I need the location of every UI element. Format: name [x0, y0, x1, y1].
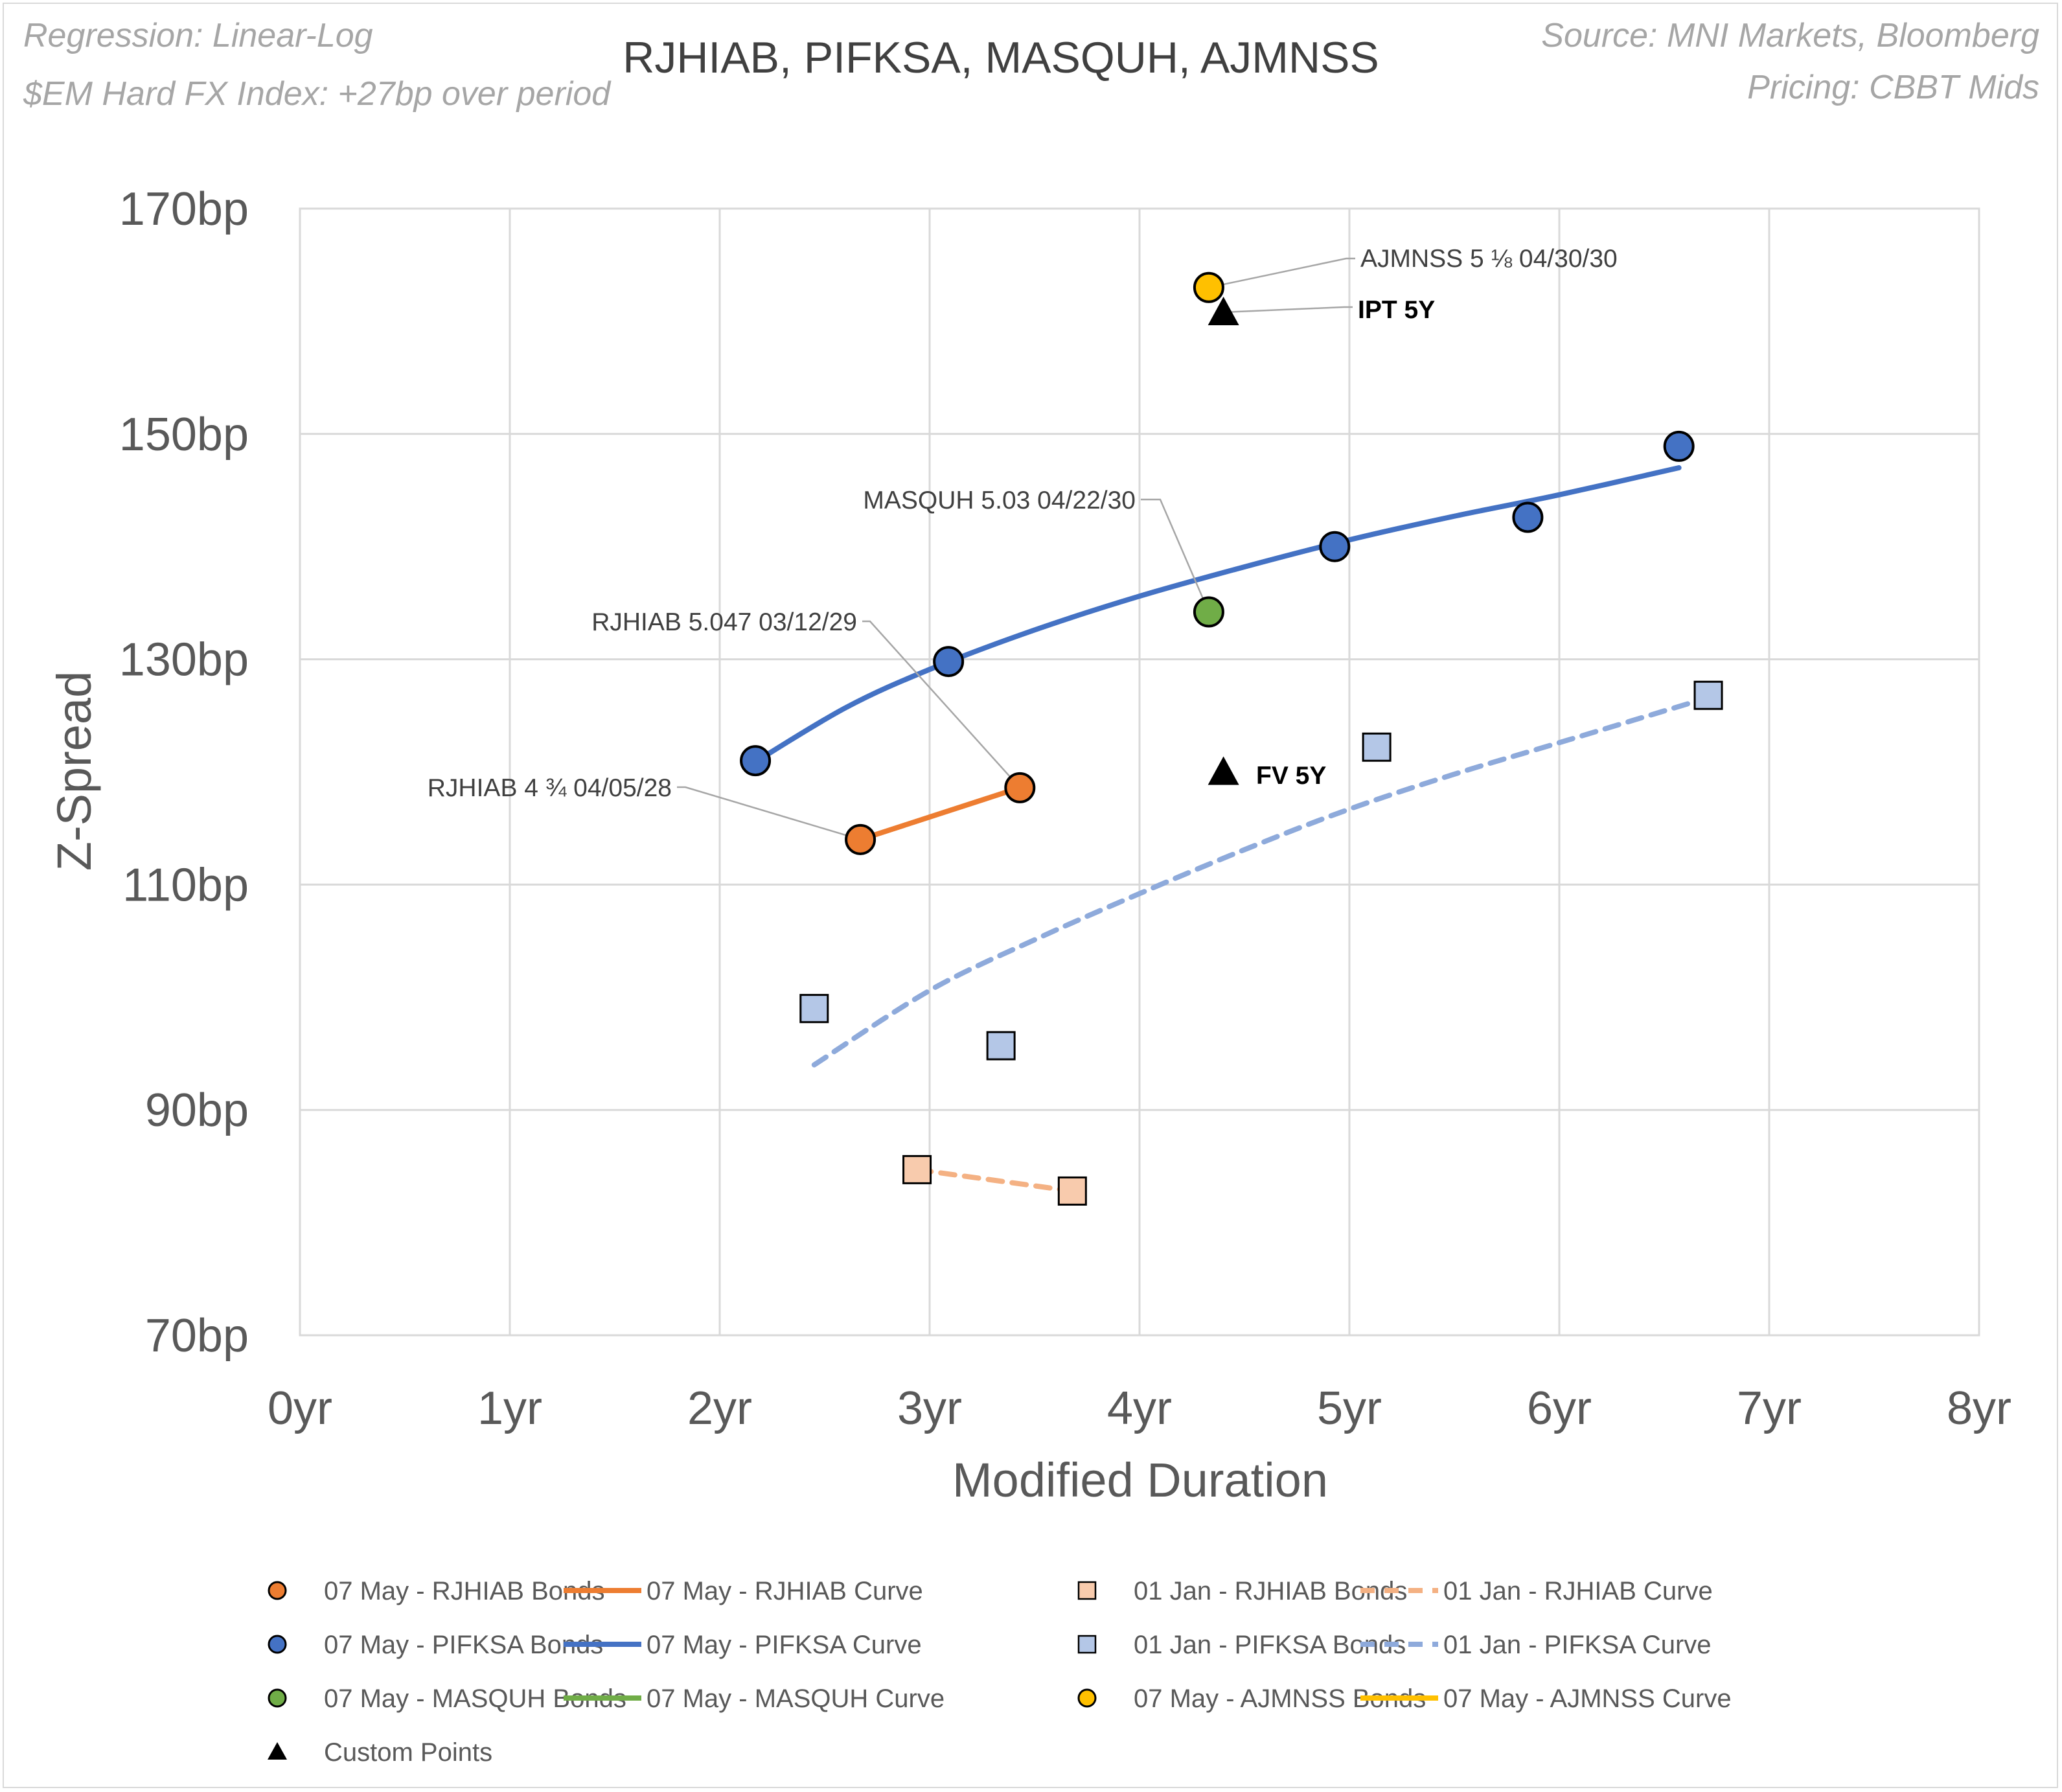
legend-item-07-may-masquh-curve: 07 May - MASQUH Curve — [564, 1684, 945, 1713]
annotation-label: MASQUH 5.03 04/22/30 — [863, 487, 1136, 514]
y-tick-label: 170bp — [119, 183, 249, 235]
pricing-note: Pricing: CBBT Mids — [1747, 69, 2039, 106]
legend-item-07-may-ajmnss-curve: 07 May - AJMNSS Curve — [1360, 1684, 1732, 1713]
legend-item-07-may-rjhiab-bonds: 07 May - RJHIAB Bonds — [268, 1577, 605, 1605]
annotation-leaders — [677, 257, 1355, 841]
annotation-label: AJMNSS 5 ⅛ 04/30/30 — [1360, 245, 1618, 273]
annotation-leader — [1223, 306, 1353, 314]
y-tick-label: 90bp — [145, 1085, 249, 1136]
legend-swatch — [268, 1742, 287, 1760]
custom-points-point — [1208, 756, 1239, 785]
legend-label: 07 May - RJHIAB Curve — [647, 1577, 923, 1605]
legend-item-01-jan-rjhiab-bonds: 01 Jan - RJHIAB Bonds — [1077, 1577, 1407, 1605]
07-may-ajmnss-bonds-point — [1193, 271, 1224, 303]
y-tick-label: 70bp — [145, 1310, 249, 1362]
annotation-leader — [862, 620, 1021, 788]
annotation-label: RJHIAB 4 ¾ 04/05/28 — [428, 774, 672, 802]
annotation-leader — [1208, 257, 1355, 288]
x-tick-label: 7yr — [1737, 1383, 1802, 1434]
x-tick-label: 8yr — [1947, 1383, 2011, 1434]
x-tick-label: 6yr — [1527, 1383, 1592, 1434]
x-tick-label: 0yr — [268, 1383, 332, 1434]
legend-swatch — [268, 1581, 287, 1600]
annotations: AJMNSS 5 ⅛ 04/30/30 IPT 5Y MASQUH 5.03 04/… — [428, 245, 1618, 802]
y-axis-ticks: 70bp 90bp 110bp 130bp 150bp 170bp — [119, 183, 249, 1362]
curves — [753, 465, 1712, 1194]
legend-label: 07 May - MASQUH Curve — [647, 1684, 945, 1713]
x-tick-label: 5yr — [1317, 1383, 1382, 1434]
annotation-label: FV 5Y — [1256, 762, 1326, 790]
legend-swatch — [268, 1635, 287, 1654]
01-jan-rjhiab-bonds-point — [902, 1154, 932, 1184]
chart-frame — [3, 3, 2058, 1788]
legend-label: 01 Jan - RJHIAB Curve — [1443, 1577, 1713, 1605]
y-tick-label: 110bp — [122, 859, 249, 911]
y-tick-label: 130bp — [119, 634, 249, 686]
01-jan-rjhiab-bonds-point — [1057, 1176, 1087, 1206]
gridlines — [300, 209, 1979, 1335]
07-may-rjhiab-bonds-point — [845, 823, 876, 855]
07-may-rjhiab-curve-line — [858, 785, 1023, 842]
legend-label: 07 May - AJMNSS Curve — [1443, 1684, 1732, 1713]
07-may-masquh-bonds-point — [1193, 596, 1224, 628]
annotation-label: IPT 5Y — [1358, 296, 1435, 324]
index-note: $EM Hard FX Index: +27bp over period — [23, 75, 612, 113]
y-axis-title: Z-Spread — [47, 671, 101, 871]
01-jan-pifksa-bonds-point — [986, 1031, 1016, 1061]
01-jan-pifksa-bonds-point — [1693, 680, 1723, 710]
legend-item-01-jan-rjhiab-curve: 01 Jan - RJHIAB Curve — [1360, 1577, 1713, 1605]
annotation-label: RJHIAB 5.047 03/12/29 — [591, 608, 857, 636]
x-tick-label: 2yr — [687, 1383, 752, 1434]
legend-label: Custom Points — [324, 1738, 492, 1767]
legend-item-01-jan-pifksa-curve: 01 Jan - PIFKSA Curve — [1360, 1631, 1712, 1659]
07-may-pifksa-bonds-point — [1663, 430, 1695, 462]
01-jan-rjhiab-curve-line — [914, 1167, 1075, 1194]
x-tick-label: 1yr — [477, 1383, 542, 1434]
annotation-leader — [1141, 498, 1210, 613]
07-may-rjhiab-bonds-point — [1004, 772, 1036, 803]
x-axis-ticks: 0yr 1yr 2yr 3yr 4yr 5yr 6yr 7yr 8yr — [268, 1383, 2011, 1434]
x-tick-label: 3yr — [897, 1383, 962, 1434]
legend-item-07-may-pifksa-curve: 07 May - PIFKSA Curve — [564, 1631, 922, 1659]
07-may-pifksa-bonds-point — [933, 646, 965, 678]
01-jan-pifksa-bonds-point — [799, 994, 829, 1024]
07-may-pifksa-bonds-point — [1512, 501, 1544, 533]
legend-item-07-may-rjhiab-curve: 07 May - RJHIAB Curve — [564, 1577, 923, 1605]
07-may-pifksa-bonds-point — [1319, 531, 1351, 562]
plot-area-border — [299, 207, 1980, 1337]
legend-swatch — [1077, 1581, 1097, 1600]
01-jan-pifksa-bonds-point — [1362, 732, 1392, 762]
x-tick-label: 4yr — [1107, 1383, 1172, 1434]
legend-item-custom-points: Custom Points — [268, 1738, 492, 1767]
legend-label: 07 May - RJHIAB Bonds — [324, 1577, 605, 1605]
source-note: Source: MNI Markets, Bloomberg — [1541, 17, 2039, 54]
y-tick-label: 150bp — [119, 409, 249, 461]
07-may-pifksa-curve-line — [753, 465, 1682, 764]
legend-swatch — [268, 1688, 287, 1708]
legend: 07 May - RJHIAB Bonds 07 May - RJHIAB Cur… — [268, 1577, 1732, 1767]
legend-label: 07 May - PIFKSA Bonds — [324, 1631, 603, 1659]
x-axis-title: Modified Duration — [952, 1453, 1328, 1507]
01-jan-pifksa-curve-line — [811, 695, 1712, 1068]
chart-title: RJHIAB, PIFKSA, MASQUH, AJMNSS — [623, 33, 1379, 82]
legend-item-07-may-pifksa-bonds: 07 May - PIFKSA Bonds — [268, 1631, 603, 1659]
regression-note: Regression: Linear-Log — [23, 17, 373, 54]
legend-label: 01 Jan - PIFKSA Curve — [1443, 1631, 1712, 1659]
custom-points-point — [1208, 296, 1239, 325]
legend-swatch — [1077, 1635, 1097, 1654]
annotation-leader — [677, 786, 861, 841]
markers — [740, 271, 1723, 1206]
07-may-pifksa-bonds-point — [740, 745, 772, 777]
legend-label: 07 May - PIFKSA Curve — [647, 1631, 922, 1659]
legend-swatch — [1077, 1688, 1097, 1708]
legend-item-01-jan-pifksa-bonds: 01 Jan - PIFKSA Bonds — [1077, 1631, 1406, 1659]
